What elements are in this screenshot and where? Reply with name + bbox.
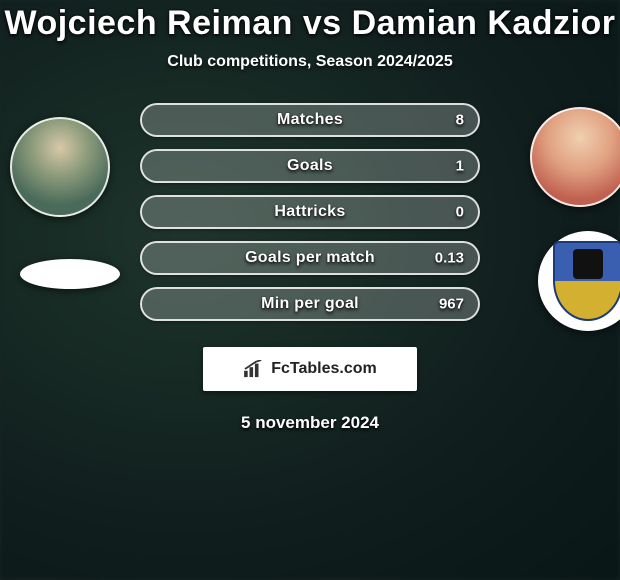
- club-right-badge: [538, 231, 620, 331]
- stat-value-right: 1: [456, 158, 464, 175]
- content-wrapper: Wojciech Reiman vs Damian Kadzior Club c…: [0, 0, 620, 433]
- stat-value-right: 967: [439, 296, 464, 313]
- stat-label: Hattricks: [142, 203, 478, 221]
- club-right-shield-icon: [553, 241, 620, 321]
- stat-value-right: 0: [456, 204, 464, 221]
- page-title: Wojciech Reiman vs Damian Kadzior: [0, 4, 620, 43]
- stat-value-right: 8: [456, 112, 464, 129]
- stat-row-min-per-goal: Min per goal 967: [140, 287, 480, 321]
- brand-box: FcTables.com: [203, 347, 417, 391]
- stat-label: Min per goal: [142, 295, 478, 313]
- stat-label: Goals per match: [142, 249, 478, 267]
- stat-row-matches: Matches 8: [140, 103, 480, 137]
- player-right-avatar: [530, 107, 620, 207]
- club-left-badge: [20, 259, 120, 289]
- stats-list: Matches 8 Goals 1 Hattricks 0 Goals per …: [140, 103, 480, 333]
- date-text: 5 november 2024: [0, 413, 620, 433]
- stat-row-hattricks: Hattricks 0: [140, 195, 480, 229]
- stat-label: Matches: [142, 111, 478, 129]
- brand-chart-icon: [243, 360, 265, 378]
- stat-row-goals-per-match: Goals per match 0.13: [140, 241, 480, 275]
- stat-row-goals: Goals 1: [140, 149, 480, 183]
- brand-text: FcTables.com: [271, 360, 377, 378]
- player-left-avatar: [10, 117, 110, 217]
- page-subtitle: Club competitions, Season 2024/2025: [0, 53, 620, 71]
- comparison-area: Matches 8 Goals 1 Hattricks 0 Goals per …: [0, 99, 620, 329]
- stat-value-right: 0.13: [435, 250, 464, 267]
- stat-label: Goals: [142, 157, 478, 175]
